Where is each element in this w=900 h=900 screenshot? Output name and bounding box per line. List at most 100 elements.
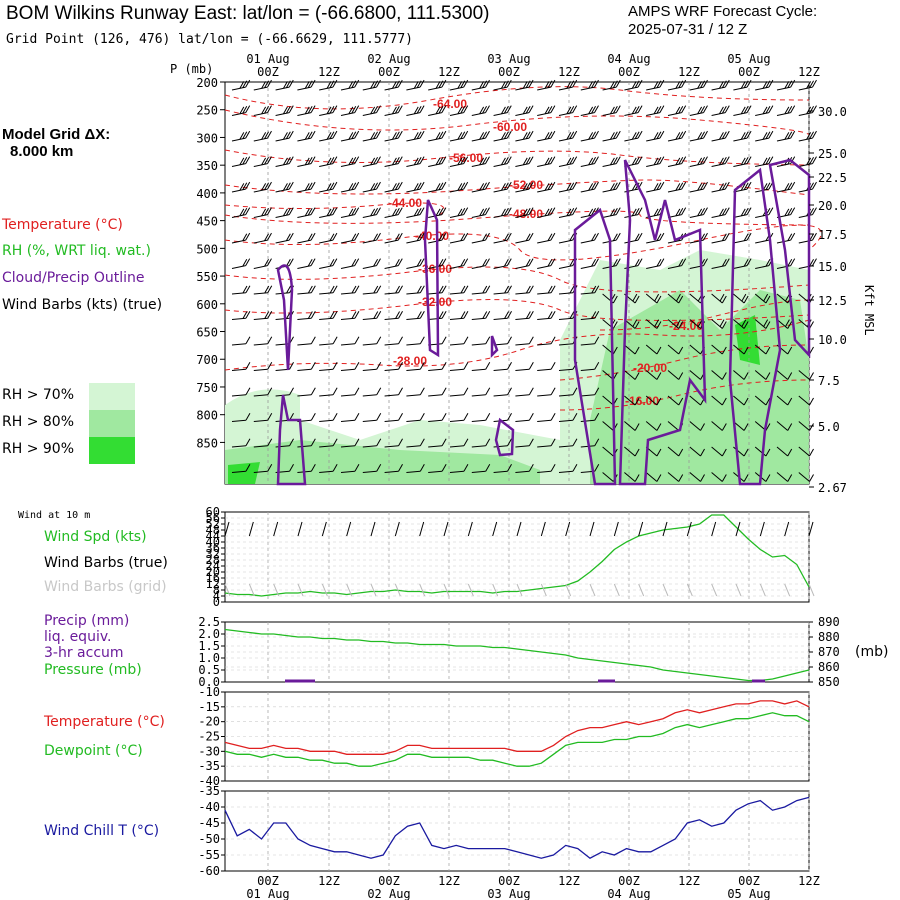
wind-barb bbox=[340, 258, 360, 269]
wind-barb bbox=[624, 105, 643, 116]
wind-barb bbox=[733, 258, 752, 269]
cloud-outline bbox=[494, 417, 515, 457]
wind-barb bbox=[449, 336, 469, 346]
wind-barb bbox=[406, 79, 425, 91]
wind-barb bbox=[754, 344, 771, 355]
time-tick-label-top: 00Z bbox=[498, 65, 520, 79]
pressure-tick-label: 850 bbox=[196, 436, 218, 450]
day-label-top: 02 Aug bbox=[367, 52, 410, 66]
wind-barb bbox=[754, 319, 771, 329]
wind-barb bbox=[711, 370, 727, 380]
wind-barb bbox=[428, 311, 447, 320]
temperature-contour bbox=[224, 109, 810, 136]
wind-barb bbox=[602, 105, 621, 116]
wind-barb bbox=[319, 258, 338, 269]
height-tick-label: 17.5 bbox=[818, 228, 847, 242]
wind-barb bbox=[537, 130, 556, 142]
wind-barb bbox=[733, 232, 752, 244]
wind-barb bbox=[515, 336, 534, 346]
wind-barb bbox=[231, 79, 251, 91]
wind-barb bbox=[384, 413, 403, 422]
wind-barb bbox=[297, 311, 316, 320]
wind-barb bbox=[667, 181, 687, 193]
wind-barb bbox=[515, 362, 534, 371]
height-tick-label: 30.0 bbox=[818, 105, 847, 119]
wind-barb bbox=[624, 370, 640, 380]
pressure-tick-label: 650 bbox=[196, 326, 218, 340]
time-tick-label-bottom: 00Z bbox=[738, 874, 760, 888]
wind-barb bbox=[362, 387, 382, 397]
grid-wind-barb bbox=[589, 583, 596, 597]
forecast-cycle-value: 2025-07-31 / 12 Z bbox=[628, 21, 748, 38]
surface-wind-barb bbox=[759, 521, 765, 537]
wind-barb bbox=[646, 105, 665, 116]
day-label-top: 03 Aug bbox=[487, 52, 530, 66]
wind-barb bbox=[624, 472, 640, 482]
wind-barb bbox=[471, 156, 490, 167]
wind-barb bbox=[340, 362, 360, 371]
wind-barb bbox=[537, 258, 556, 269]
wind-barb bbox=[253, 362, 273, 371]
wind-barb bbox=[275, 79, 294, 91]
wind-barb bbox=[733, 105, 752, 116]
wind-barb bbox=[231, 207, 251, 218]
pressure-tick-label: 700 bbox=[196, 353, 218, 367]
wind-barb bbox=[515, 207, 534, 218]
wind-barb bbox=[493, 181, 512, 193]
y-tick-label: 12 bbox=[206, 577, 220, 591]
y-tick-label: 2.0 bbox=[198, 627, 220, 641]
wind-barb bbox=[231, 464, 251, 473]
day-label-bottom: 05 Aug bbox=[727, 887, 770, 900]
grid-point: Grid Point (126, 476) lat/lon = (-66.662… bbox=[6, 32, 413, 47]
legend-wind: Wind Barbs (kts) (true) bbox=[2, 297, 163, 313]
mb-label: (mb) bbox=[855, 644, 889, 660]
y-tick-label: 4 bbox=[213, 589, 220, 603]
wind-barb bbox=[493, 232, 512, 244]
wind-barb bbox=[319, 181, 338, 193]
wind-barb bbox=[711, 446, 727, 457]
wind-barb bbox=[428, 464, 447, 473]
pressure-tick-label: 200 bbox=[196, 76, 218, 90]
wind-barb bbox=[776, 105, 796, 116]
y-tick-label: -10 bbox=[198, 685, 220, 699]
temperature-contour-label: -36.00 bbox=[418, 262, 452, 276]
wind-barb bbox=[406, 362, 425, 371]
wind-barb bbox=[449, 79, 469, 91]
cloud-outline bbox=[573, 207, 617, 486]
wind-barb bbox=[711, 207, 730, 218]
wind-barb bbox=[253, 181, 272, 193]
wind-barb bbox=[406, 232, 425, 244]
wind-barb bbox=[471, 181, 490, 193]
grid-wind-barb bbox=[248, 583, 255, 597]
time-tick-label-top: 00Z bbox=[257, 65, 279, 79]
wind-barb bbox=[624, 446, 640, 457]
wind-barb bbox=[537, 336, 556, 346]
wind-barb bbox=[319, 285, 338, 295]
wind-barb bbox=[297, 387, 316, 397]
wind-barb bbox=[449, 156, 469, 167]
legend-rh80: RH > 80% bbox=[2, 414, 75, 430]
height-tick-label: 12.5 bbox=[818, 294, 847, 308]
model-grid-value: 8.000 km bbox=[10, 143, 74, 160]
pressure-label: Pressure (mb) bbox=[44, 662, 142, 678]
wind-barb bbox=[558, 105, 578, 116]
cross-section-axes: 200 250 300 350 400 450 500 550 600 650 700 750 800 8… bbox=[196, 52, 847, 495]
wind-barb bbox=[733, 344, 749, 355]
wind-barb bbox=[711, 156, 730, 167]
wind-barb bbox=[776, 181, 796, 193]
wspd-label: Wind Spd (kts) bbox=[44, 529, 147, 545]
wind-barb bbox=[319, 130, 338, 142]
surface-wind-barb bbox=[565, 521, 571, 537]
y-tick-label: -50 bbox=[198, 832, 220, 846]
wind-barb bbox=[253, 311, 273, 320]
wind-barb bbox=[297, 130, 316, 142]
wind-barb bbox=[471, 79, 490, 91]
day-label-top: 04 Aug bbox=[607, 52, 650, 66]
wind-barb bbox=[319, 232, 338, 244]
day-label-bottom: 04 Aug bbox=[607, 887, 650, 900]
temperature-contour bbox=[224, 266, 810, 293]
y-tick-label: -15 bbox=[198, 700, 220, 714]
pressure-axis-label: P (mb) bbox=[170, 62, 214, 76]
wind-barb bbox=[297, 156, 316, 167]
wind-barb bbox=[580, 181, 599, 193]
